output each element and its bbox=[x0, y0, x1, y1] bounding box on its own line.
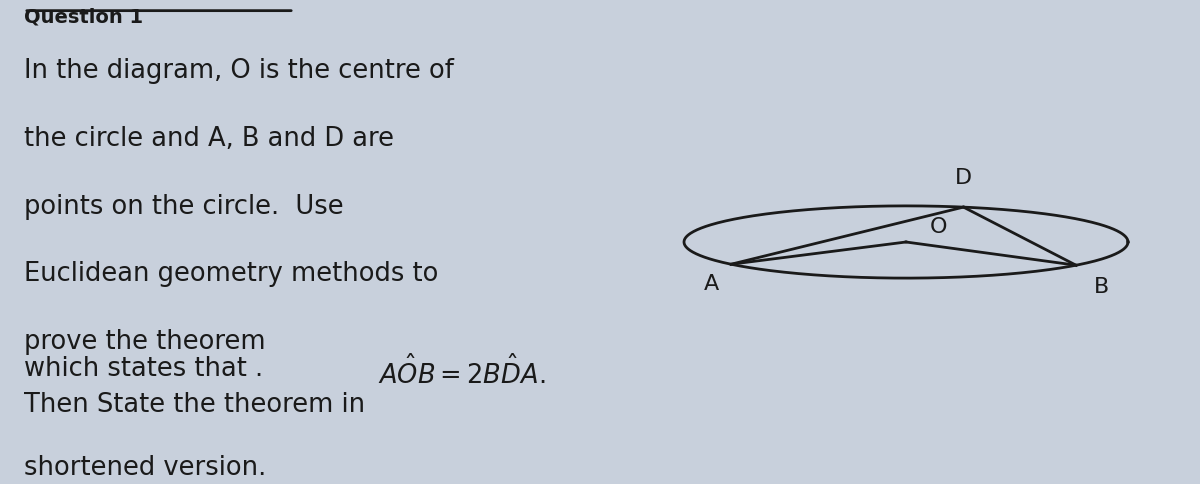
Text: points on the circle.  Use: points on the circle. Use bbox=[24, 194, 343, 220]
Text: Question 1: Question 1 bbox=[24, 7, 143, 26]
Text: B: B bbox=[1094, 277, 1109, 297]
Text: O: O bbox=[930, 217, 948, 237]
Text: In the diagram, O is the centre of: In the diagram, O is the centre of bbox=[24, 58, 454, 84]
Text: Then State the theorem in: Then State the theorem in bbox=[24, 392, 365, 418]
Text: prove the theorem: prove the theorem bbox=[24, 329, 265, 355]
Text: which states that .: which states that . bbox=[24, 356, 271, 382]
Text: $A\hat{O}B = 2B\hat{D}A.$: $A\hat{O}B = 2B\hat{D}A.$ bbox=[378, 356, 545, 390]
Text: the circle and A, B and D are: the circle and A, B and D are bbox=[24, 126, 394, 152]
Text: D: D bbox=[955, 168, 972, 188]
Text: shortened version.: shortened version. bbox=[24, 455, 266, 481]
Text: Euclidean geometry methods to: Euclidean geometry methods to bbox=[24, 261, 438, 287]
Text: A: A bbox=[704, 274, 719, 294]
